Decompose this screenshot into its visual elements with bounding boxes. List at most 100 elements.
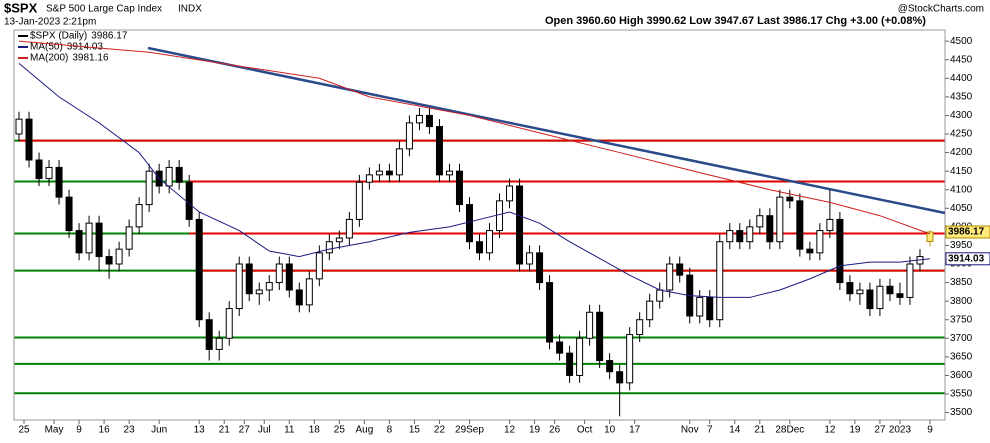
candle-body: [756, 215, 764, 228]
candle-body: [295, 289, 303, 306]
x-tick-label: 9: [76, 425, 82, 436]
candle-body: [145, 170, 153, 206]
x-tick-label: 9: [927, 425, 933, 436]
candle-body: [255, 289, 263, 295]
candle-body: [45, 166, 53, 180]
candle-body: [566, 352, 574, 376]
y-tick-label: 3750: [950, 314, 973, 325]
candle-body: [536, 252, 544, 284]
x-tick-label: 10: [604, 425, 616, 436]
y-tick-label: 3800: [950, 296, 973, 307]
x-tick-label: 21: [219, 425, 231, 436]
candle-body: [656, 289, 664, 302]
candle-body: [205, 319, 213, 350]
exchange: INDX: [178, 4, 202, 15]
candle-body: [405, 122, 413, 150]
y-tick-label: 4200: [950, 147, 973, 158]
candle-body: [816, 230, 824, 254]
x-tick-label: 17: [629, 425, 641, 436]
candle-body: [35, 159, 43, 180]
candle-body: [636, 319, 644, 336]
candle-body: [285, 263, 293, 291]
value-box-label: 3986.17: [948, 227, 985, 238]
x-tick-label: 27: [239, 425, 251, 436]
x-tick-label: 19: [849, 425, 861, 436]
y-tick-label: 4400: [950, 73, 973, 84]
x-tick-label: 18: [309, 425, 321, 436]
candle-body: [95, 222, 103, 258]
y-tick-label: 4450: [950, 54, 973, 65]
candle-body: [455, 170, 463, 206]
candle-body: [736, 230, 744, 243]
candle-body: [55, 166, 63, 198]
candle-body: [25, 118, 33, 161]
candle-body: [486, 230, 494, 254]
value-box-label: 3914.03: [948, 253, 985, 264]
x-tick-label: 21: [754, 425, 766, 436]
y-tick-label: 4350: [950, 91, 973, 102]
x-tick-label: 29Sep: [455, 425, 484, 436]
candle-body: [115, 248, 123, 265]
candle-body: [225, 308, 233, 339]
y-tick-label: 4050: [950, 203, 973, 214]
moving-average: [18, 63, 931, 298]
candle-body: [586, 311, 594, 339]
candle-body: [616, 371, 624, 384]
candle-body: [696, 296, 704, 317]
x-tick-label: 11: [284, 425, 295, 436]
candle-body: [175, 166, 183, 183]
x-tick-label: Aug: [355, 425, 373, 436]
y-tick-label: 3550: [950, 389, 973, 400]
candle-body: [526, 252, 534, 265]
y-tick-label: 4500: [950, 36, 973, 47]
moving-average: [18, 40, 931, 235]
x-tick-label: 19: [529, 425, 541, 436]
candle-body: [215, 337, 223, 350]
candle-body: [65, 196, 73, 232]
candle-body: [365, 174, 373, 183]
candle-body: [185, 181, 193, 220]
trend-line: [147, 46, 946, 215]
plot-frame: [13, 29, 946, 421]
candle-body: [305, 278, 313, 306]
quote: Open 3960.60 High 3990.62 Low 3947.67 La…: [545, 15, 926, 27]
candle-body: [926, 231, 934, 242]
candle-body: [786, 196, 794, 202]
x-tick-label: 15: [409, 425, 421, 436]
x-tick-label: Oct: [577, 425, 593, 436]
candle-body: [806, 248, 814, 254]
candle-body: [245, 263, 253, 295]
x-tick-label: May: [45, 425, 64, 436]
x-tick-label: 12: [504, 425, 516, 436]
candle-body: [85, 222, 93, 254]
candle-body: [335, 237, 343, 243]
candle-body: [425, 114, 433, 128]
candle-body: [385, 170, 393, 176]
x-tick-label: 28Dec: [775, 425, 804, 436]
x-tick-label: Nov: [681, 425, 699, 436]
x-tick-label: 8: [387, 425, 393, 436]
x-tick-label: 25: [334, 425, 346, 436]
y-tick-label: 4150: [950, 166, 973, 177]
candle-body: [15, 118, 23, 135]
legend-value: 3981.16: [72, 53, 109, 64]
x-tick-label: 12: [824, 425, 836, 436]
candle-body: [235, 263, 243, 310]
value-box: [945, 225, 990, 239]
candle-body: [606, 360, 614, 373]
candle-body: [275, 263, 283, 284]
candle-body: [826, 218, 834, 232]
date: 13-Jan-2023 2:21pm: [4, 17, 96, 28]
value-box: [945, 252, 990, 266]
candle-body: [836, 218, 844, 284]
y-tick-label: 4250: [950, 129, 973, 140]
candle-body: [856, 289, 864, 295]
candle-body: [395, 148, 403, 176]
y-tick-label: 3700: [950, 333, 973, 344]
y-tick-label: 3850: [950, 277, 973, 288]
candle-body: [646, 300, 654, 321]
y-tick-label: 4300: [950, 110, 973, 121]
candle-body: [195, 218, 203, 321]
